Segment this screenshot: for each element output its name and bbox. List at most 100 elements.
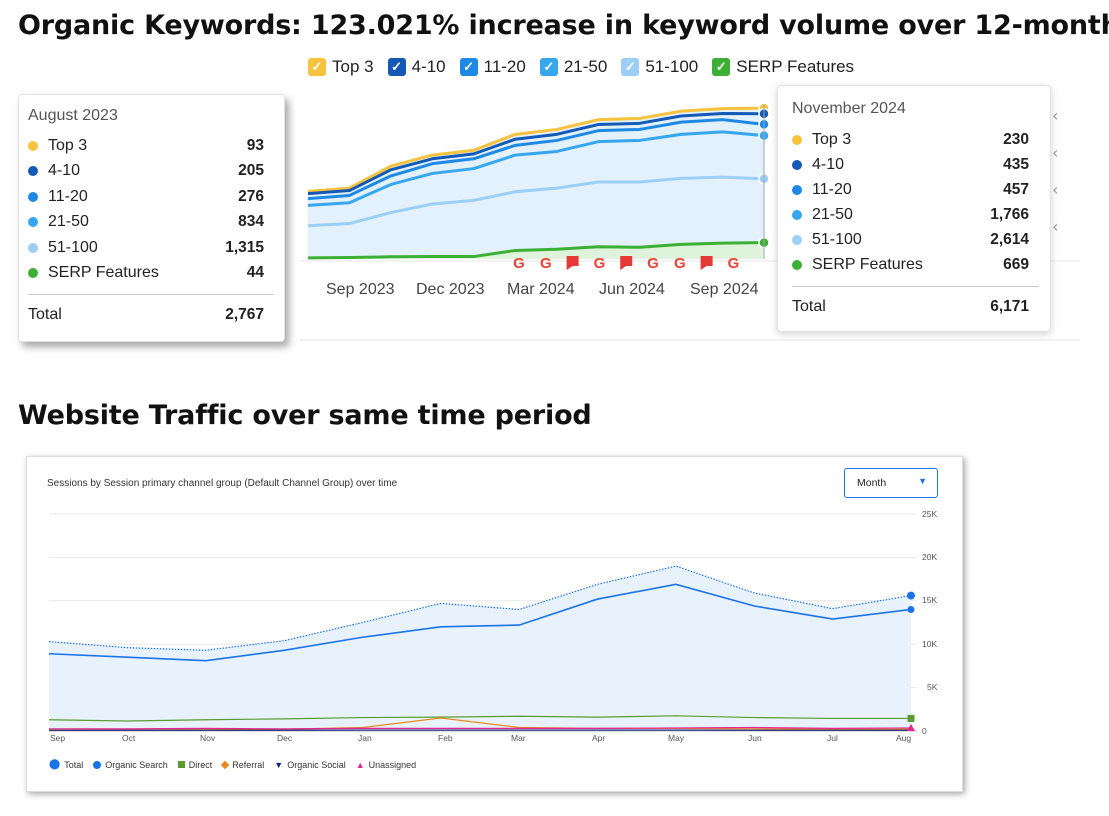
google-icon: G xyxy=(513,255,525,272)
diamond-icon xyxy=(221,760,230,769)
legend-item-4-10[interactable]: ✓ 4-10 xyxy=(387,57,446,77)
row-label: SERP Features xyxy=(48,264,159,281)
caret-down-icon: ▼ xyxy=(918,476,927,486)
series-line-unassigned xyxy=(49,726,912,730)
tooltip-row: 11-20 457 xyxy=(792,181,1039,199)
x-tick: Jan xyxy=(358,733,372,743)
y-tick: 25K xyxy=(922,509,938,519)
tooltip-row: SERP Features 44 xyxy=(28,264,274,282)
checkbox-icon[interactable]: ✓ xyxy=(387,58,406,76)
series-dot-icon xyxy=(792,160,802,170)
total-value: 2,767 xyxy=(225,306,264,323)
series-line-top-3 xyxy=(307,106,765,193)
x-tick: Mar 2024 xyxy=(507,281,575,298)
legend-item-organic-search[interactable]: Organic Search xyxy=(93,760,168,770)
chevron-left-icon: ‹ xyxy=(1052,180,1058,199)
total-area-fill xyxy=(49,566,911,731)
row-label: SERP Features xyxy=(812,256,923,273)
tooltip-november-2024: November 2024 Top 3 230 4-10 435 11-20 457 … xyxy=(777,85,1051,332)
checkbox-icon[interactable]: ✓ xyxy=(459,58,478,76)
legend-label: Top 3 xyxy=(332,57,374,76)
row-value: 1,315 xyxy=(225,239,264,256)
y-tick: 0 xyxy=(922,726,927,736)
total-label: Total xyxy=(792,298,826,315)
row-value: 435 xyxy=(1003,156,1029,173)
checkbox-icon[interactable]: ✓ xyxy=(621,58,640,76)
tooltip-row: 11-20 276 xyxy=(28,188,274,206)
row-label: 11-20 xyxy=(812,181,852,198)
y-tick: 10K xyxy=(922,639,938,649)
legend-label: Total xyxy=(64,759,84,770)
checkbox-icon[interactable]: ✓ xyxy=(308,58,326,76)
legend-label: Referral xyxy=(232,759,265,770)
legend-item-top3[interactable]: ✓ Top 3 xyxy=(308,57,374,77)
divider xyxy=(28,294,274,295)
row-label: 11-20 xyxy=(48,188,88,205)
x-tick: Mar xyxy=(511,733,526,743)
checkbox-icon[interactable]: ✓ xyxy=(539,58,558,76)
x-tick: Jun 2024 xyxy=(599,281,665,298)
circle-icon xyxy=(93,760,102,769)
x-tick: Dec xyxy=(277,733,293,743)
row-value: 205 xyxy=(238,162,264,179)
series-dot-icon xyxy=(792,210,802,220)
tooltip-row: 21-50 1,766 xyxy=(792,206,1039,224)
legend-item-referral[interactable]: Referral xyxy=(221,759,265,770)
tooltip-row: SERP Features 669 xyxy=(792,256,1039,274)
x-tick: Apr xyxy=(592,733,606,743)
keywords-heading: Organic Keywords: 123.021% increase in k… xyxy=(18,10,1109,41)
keyword-chart: G G G G G G‹‹‹‹ xyxy=(300,102,1080,341)
unassigned-endpoint xyxy=(907,723,915,731)
legend-item-unassigned[interactable]: ▲ Unassigned xyxy=(356,760,416,770)
tooltip-row: 51-100 1,315 xyxy=(28,239,274,257)
x-tick: Sep 2024 xyxy=(690,281,759,298)
legend-label: Organic Social xyxy=(287,759,346,770)
row-value: 834 xyxy=(238,213,264,230)
flag-icon xyxy=(700,256,713,270)
google-icon: G xyxy=(594,255,606,272)
legend-item-11-20[interactable]: ✓ 11-20 xyxy=(459,57,526,77)
google-icon: G xyxy=(728,255,740,272)
x-tick: Jul xyxy=(827,733,838,743)
square-icon xyxy=(177,761,185,768)
legend-item-organic-social[interactable]: ▼ Organic Social xyxy=(274,760,345,770)
row-label: 4-10 xyxy=(812,156,845,173)
series-line-direct xyxy=(48,715,911,722)
legend-item-serp[interactable]: ✓ SERP Features xyxy=(712,57,854,77)
legend-item-total[interactable]: ⬤ Total xyxy=(49,759,83,770)
series-dot-icon xyxy=(792,185,802,195)
series-dot-icon xyxy=(28,217,38,227)
tooltip-month: November 2024 xyxy=(792,100,906,117)
series-line-total xyxy=(48,565,912,651)
series-dot-icon xyxy=(792,235,802,245)
period-select[interactable]: Month ▼ xyxy=(844,468,938,498)
legend-item-direct[interactable]: Direct xyxy=(177,760,212,770)
series-line-organic-search xyxy=(48,583,912,662)
row-label: 21-50 xyxy=(812,206,853,223)
y-tick: 20K xyxy=(922,552,938,562)
row-label: Top 3 xyxy=(48,137,88,154)
row-value: 276 xyxy=(238,188,264,205)
row-value: 669 xyxy=(1003,256,1029,273)
series-dot-icon xyxy=(28,166,38,176)
row-value: 1,766 xyxy=(990,206,1029,223)
tooltip-august-2023: August 2023 Top 3 93 4-10 205 11-20 276 21-… xyxy=(18,94,285,342)
series-dot-icon xyxy=(28,243,38,253)
row-label: 51-100 xyxy=(812,231,862,248)
legend-label: 11-20 xyxy=(483,57,526,76)
keyword-area-fill xyxy=(308,108,764,259)
total-value: 6,171 xyxy=(990,298,1029,315)
legend-item-51-100[interactable]: ✓ 51-100 xyxy=(621,57,698,77)
checkbox-icon[interactable]: ✓ xyxy=(712,58,731,76)
legend-item-21-50[interactable]: ✓ 21-50 xyxy=(539,57,607,77)
period-select-value: Month xyxy=(857,477,887,489)
row-value: 230 xyxy=(1003,131,1029,148)
legend-label: Organic Search xyxy=(105,759,168,770)
row-value: 93 xyxy=(246,137,264,154)
series-dot-icon xyxy=(28,192,38,202)
tooltip-row: Top 3 93 xyxy=(28,137,274,155)
tooltip-total: Total 6,171 xyxy=(792,298,1039,316)
x-tick: Dec 2023 xyxy=(416,281,485,298)
google-icon: G xyxy=(647,255,659,272)
series-dot-icon xyxy=(28,268,38,278)
